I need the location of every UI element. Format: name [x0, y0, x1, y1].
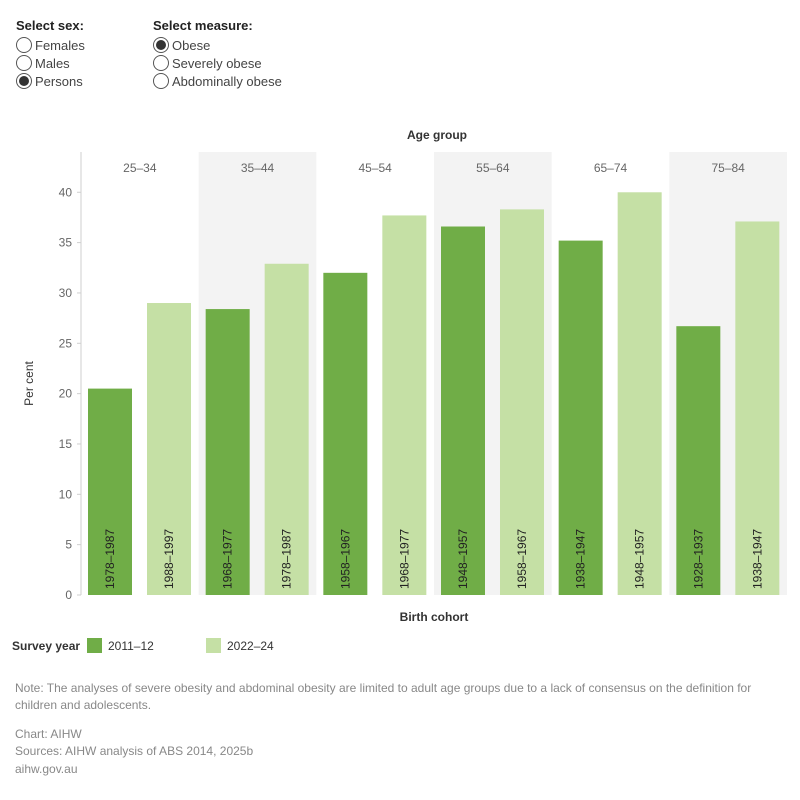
y-tick-label: 0	[65, 588, 72, 602]
bar	[558, 240, 603, 595]
bar	[264, 263, 309, 595]
birth-cohort-label: 1968–1977	[221, 529, 235, 589]
y-tick-label: 25	[59, 336, 73, 350]
legend-swatch-icon	[87, 638, 102, 653]
bar-chart: 0 5 10 15 20 25 30 35 40 Per cent Age group Birth c…	[22, 128, 787, 624]
select-measure-title: Select measure:	[153, 18, 253, 33]
age-group-label: 65–74	[594, 161, 628, 175]
bar	[88, 388, 132, 595]
bar	[323, 272, 368, 595]
bar	[382, 215, 427, 595]
y-tick-label: 35	[59, 236, 73, 250]
birth-cohort-label: 1958–1967	[338, 529, 352, 589]
radio-label: Females	[35, 37, 85, 53]
age-group-label: 25–34	[123, 161, 157, 175]
radio-males[interactable]: Males	[16, 54, 70, 72]
bar	[441, 226, 485, 595]
age-group-label: 45–54	[358, 161, 392, 175]
radio-button-icon[interactable]	[153, 55, 169, 71]
radio-obese[interactable]: Obese	[153, 36, 210, 54]
legend-label: 2022–24	[227, 638, 274, 653]
select-sex-title: Select sex:	[16, 18, 84, 33]
chart-note: Note: The analyses of severe obesity and…	[15, 681, 752, 712]
radio-label: Males	[35, 55, 70, 71]
bar	[147, 303, 191, 595]
y-tick-label: 5	[65, 538, 72, 552]
legend-item-2011-12[interactable]: 2011–12	[87, 638, 154, 653]
legend-label: 2011–12	[108, 638, 154, 653]
radio-button-icon[interactable]	[16, 37, 32, 53]
birth-cohort-label: 1968–1977	[397, 529, 411, 589]
chart-title: Age group	[407, 128, 467, 142]
birth-cohort-label: 1978–1987	[280, 529, 294, 589]
bar	[676, 326, 721, 595]
radio-label: Obese	[172, 37, 211, 53]
y-tick-label: 10	[59, 487, 73, 501]
radio-label: Severely obese	[172, 55, 262, 71]
radio-button-icon[interactable]	[16, 55, 32, 71]
site-link[interactable]: aihw.gov.au	[15, 762, 78, 776]
y-tick-label: 20	[59, 387, 73, 401]
radio-abdominally-obese[interactable]: Abdominally obese	[153, 72, 282, 90]
radio-button-icon[interactable]	[153, 37, 169, 53]
birth-cohort-label: 1988–1997	[162, 529, 176, 589]
legend-swatch-icon	[206, 638, 221, 653]
birth-cohort-label: 1928–1937	[691, 529, 705, 589]
radio-button-icon[interactable]	[153, 73, 169, 89]
radio-label: Persons	[35, 73, 83, 89]
birth-cohort-label: 1948–1957	[456, 529, 470, 589]
chart-credit: Chart: AIHW	[15, 727, 82, 741]
birth-cohort-label: 1978–1987	[103, 529, 117, 589]
bar	[500, 209, 544, 595]
radio-severely-obese[interactable]: Severely obese	[153, 54, 262, 72]
birth-cohort-label: 1948–1957	[633, 529, 647, 589]
age-group-label: 35–44	[241, 161, 275, 175]
birth-cohort-label: 1938–1947	[574, 529, 588, 589]
birth-cohort-label: 1938–1947	[750, 529, 764, 589]
bar	[205, 309, 250, 595]
y-tick-label: 30	[59, 286, 73, 300]
radio-button-icon[interactable]	[16, 73, 32, 89]
x-axis-title: Birth cohort	[400, 610, 469, 624]
age-group-label: 75–84	[711, 161, 745, 175]
y-axis-title: Per cent	[22, 360, 36, 405]
bar	[735, 221, 780, 595]
radio-label: Abdominally obese	[172, 73, 282, 89]
radio-females[interactable]: Females	[16, 36, 85, 54]
radio-persons[interactable]: Persons	[16, 72, 83, 90]
age-group-label: 55–64	[476, 161, 510, 175]
bar	[617, 192, 662, 596]
legend-item-2022-24[interactable]: 2022–24	[206, 638, 274, 653]
legend-title: Survey year	[12, 639, 81, 653]
y-tick-label: 15	[59, 437, 73, 451]
chart-sources: Sources: AIHW analysis of ABS 2014, 2025…	[15, 744, 254, 758]
y-tick-label: 40	[59, 185, 73, 199]
birth-cohort-label: 1958–1967	[515, 529, 529, 589]
